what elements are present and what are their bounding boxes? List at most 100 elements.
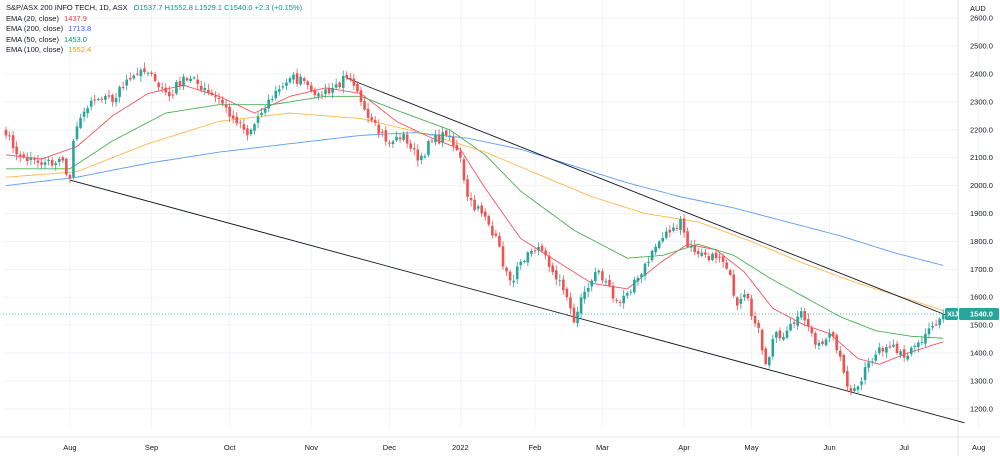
candle[interactable] [501,241,505,270]
candle[interactable] [121,81,125,91]
candle[interactable] [746,292,750,302]
candle[interactable] [633,276,636,295]
candle[interactable] [643,262,647,281]
candle[interactable] [523,259,526,264]
candle[interactable] [508,269,512,286]
candle[interactable] [725,259,728,270]
candle[interactable] [128,72,132,82]
candle[interactable] [863,361,867,385]
candle[interactable] [366,102,370,124]
candle[interactable] [57,156,61,167]
candle[interactable] [665,227,668,240]
candle[interactable] [689,239,693,253]
candle[interactable] [870,357,874,367]
candle[interactable] [569,292,572,314]
candle[interactable] [466,174,469,202]
candle[interactable] [572,303,576,324]
candle[interactable] [359,86,363,107]
candle[interactable] [157,81,160,92]
candle[interactable] [586,282,590,298]
candle[interactable] [640,272,643,284]
candle[interactable] [576,306,579,328]
candle[interactable] [132,73,136,81]
candle[interactable] [345,71,349,81]
candle[interactable] [530,248,533,257]
candle[interactable] [249,128,253,137]
candle[interactable] [672,222,675,233]
candle[interactable] [231,110,235,124]
candle[interactable] [700,248,704,258]
candle[interactable] [388,140,391,148]
candle[interactable] [551,262,554,276]
candle[interactable] [807,313,810,332]
candle[interactable] [487,214,491,227]
candle[interactable] [196,74,199,90]
candle[interactable] [714,248,718,264]
candle[interactable] [409,139,412,152]
candle[interactable] [753,311,757,328]
candle[interactable] [526,250,530,267]
candle[interactable] [519,259,523,270]
candle[interactable] [778,327,782,342]
candle[interactable] [175,79,178,96]
candle[interactable] [899,348,902,359]
candle[interactable] [838,345,842,362]
candle[interactable] [89,96,93,111]
candle[interactable] [224,99,228,114]
candle[interactable] [352,73,356,90]
candle[interactable] [476,204,480,212]
candle[interactable] [377,119,381,138]
candle[interactable] [22,151,26,159]
candle[interactable] [874,350,878,363]
candle[interactable] [909,346,913,357]
candle[interactable] [146,71,150,77]
candle[interactable] [512,275,515,288]
candle[interactable] [814,331,817,349]
candle[interactable] [285,78,288,91]
candle[interactable] [104,93,107,105]
candle[interactable] [423,153,427,159]
candle[interactable] [444,129,448,138]
candle[interactable] [860,377,863,391]
candle[interactable] [775,330,778,344]
candle[interactable] [292,71,295,84]
candle[interactable] [320,90,324,100]
candle[interactable] [629,289,633,296]
candle[interactable] [537,242,540,256]
candle[interactable] [618,299,622,307]
candle[interactable] [771,334,775,360]
candle[interactable] [97,97,100,102]
legend-ema20[interactable]: EMA (20, close) 1437.9 [6,14,302,25]
candle[interactable] [267,94,270,113]
candle[interactable] [718,252,721,263]
candle[interactable] [356,81,359,93]
candle[interactable] [647,257,650,268]
candle[interactable] [430,138,434,144]
candle[interactable] [917,340,920,353]
candle[interactable] [256,112,260,129]
candle[interactable] [562,275,565,295]
candle[interactable] [171,89,175,99]
candle[interactable] [327,83,331,96]
candle[interactable] [867,358,870,373]
candle[interactable] [782,332,785,342]
candle[interactable] [178,76,182,90]
candle[interactable] [473,195,476,213]
candle[interactable] [260,107,263,118]
candle[interactable] [792,319,796,328]
candle[interactable] [100,96,104,103]
candle[interactable] [565,286,569,301]
candle[interactable] [515,261,519,284]
candle[interactable] [341,70,345,94]
candle[interactable] [405,131,409,148]
candle[interactable] [679,215,682,236]
candle[interactable] [480,202,483,217]
candle[interactable] [139,67,143,82]
candle[interactable] [927,322,931,339]
candle[interactable] [402,131,405,142]
candle[interactable] [43,156,47,169]
trendline-2[interactable] [346,77,951,318]
candle[interactable] [384,126,388,146]
candle[interactable] [72,138,75,180]
